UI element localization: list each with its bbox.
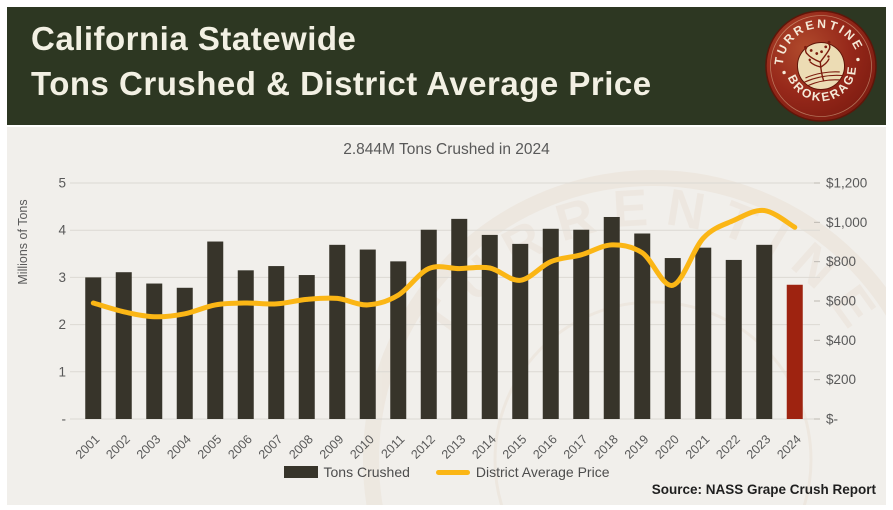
x-axis-label-2024: 2024	[774, 432, 804, 462]
right-axis-tick-label: $200	[826, 372, 856, 387]
x-axis-label-2021: 2021	[683, 432, 713, 462]
right-axis-tick-label: $600	[826, 294, 856, 309]
bar-2010	[359, 249, 376, 419]
bar-2005	[207, 241, 224, 419]
combo-chart: TURRENTINE54321-$1,200$1,000$800$600$400…	[58, 170, 886, 505]
x-axis-label-2008: 2008	[286, 432, 316, 462]
x-axis-label-2016: 2016	[530, 432, 560, 462]
legend-swatch-line	[435, 469, 470, 475]
bar-2006	[237, 270, 254, 419]
legend-label-tons-crushed: Tons Crushed	[323, 464, 410, 480]
bar-2023	[756, 244, 773, 419]
right-axis-tick-label: $400	[826, 333, 856, 348]
left-axis-tick-label: 1	[58, 364, 66, 379]
legend-swatch-bar	[283, 466, 318, 478]
left-axis-tick-label: 2	[58, 317, 66, 332]
logo-right-dot	[856, 57, 860, 62]
grapevine-tree-icon	[803, 40, 843, 87]
bar-2020	[664, 258, 681, 419]
page-title: California Statewide Tons Crushed & Dist…	[31, 17, 652, 107]
header-banner: California Statewide Tons Crushed & Dist…	[7, 7, 886, 125]
bar-2016	[542, 228, 559, 419]
bar-2007	[268, 266, 285, 419]
source-note: Source: NASS Grape Crush Report	[651, 482, 876, 497]
left-axis-tick-label: 5	[58, 176, 66, 191]
bar-2021	[695, 247, 712, 419]
legend-label-district-average-price: District Average Price	[475, 464, 610, 480]
bar-2002	[115, 272, 132, 419]
x-axis-label-2005: 2005	[195, 432, 225, 462]
bar-2014	[481, 234, 498, 419]
x-axis-label-2004: 2004	[164, 432, 194, 462]
x-axis-label-2022: 2022	[713, 432, 743, 462]
right-axis-tick-label: $1,200	[826, 176, 867, 191]
right-axis-tick-label: $-	[826, 412, 838, 427]
logo-left-dot	[782, 70, 786, 75]
x-axis-label-2011: 2011	[378, 432, 407, 461]
bar-2024	[786, 284, 803, 419]
x-axis-label-2001: 2001	[73, 432, 103, 462]
bar-2017	[573, 229, 590, 419]
bar-2008	[298, 275, 315, 419]
page-title-line1: California Statewide	[31, 20, 357, 57]
x-axis-label-2013: 2013	[439, 432, 469, 462]
bar-2015	[512, 243, 529, 419]
bar-2019	[634, 233, 651, 419]
legend-item-tons-crushed: Tons Crushed	[283, 464, 410, 480]
x-axis-label-2019: 2019	[622, 432, 652, 462]
chart-legend: Tons Crushed District Average Price	[7, 464, 886, 480]
bar-2018	[603, 216, 620, 419]
bar-2011	[390, 261, 407, 419]
x-axis-label-2002: 2002	[103, 432, 133, 462]
bar-2004	[176, 287, 193, 419]
bar-2003	[146, 283, 163, 419]
left-axis-tick-label: 3	[58, 270, 66, 285]
legend-item-district-average-price: District Average Price	[435, 464, 610, 480]
left-axis-tick-label: -	[62, 412, 67, 427]
x-axis-label-2020: 2020	[652, 432, 682, 462]
x-axis-label-2015: 2015	[500, 432, 530, 462]
x-axis-label-2018: 2018	[591, 432, 621, 462]
bar-2009	[329, 244, 346, 419]
x-axis-label-2007: 2007	[256, 432, 286, 462]
chart-panel: 2.844M Tons Crushed in 2024 Millions of …	[7, 127, 886, 505]
chart-title: 2.844M Tons Crushed in 2024	[343, 141, 550, 158]
x-axis-label-2003: 2003	[134, 432, 164, 462]
page-title-line2: Tons Crushed & District Average Price	[31, 64, 652, 102]
bar-2001	[85, 277, 102, 419]
x-axis-label-2023: 2023	[744, 432, 774, 462]
bar-2012	[420, 229, 437, 419]
left-axis-tick-label: 4	[58, 223, 66, 238]
turrentine-brokerage-logo: TURRENTINE BROKERAGE	[765, 9, 877, 122]
district-average-price-line	[90, 207, 798, 320]
right-axis-tick-label: $1,000	[826, 215, 867, 230]
x-axis-label-2009: 2009	[317, 432, 347, 462]
right-axis-tick-label: $800	[826, 254, 856, 269]
x-axis-label-2006: 2006	[225, 432, 255, 462]
x-axis-label-2012: 2012	[408, 432, 438, 462]
bar-2013	[451, 218, 468, 419]
bar-2022	[725, 259, 742, 419]
x-axis-label-2017: 2017	[561, 432, 591, 462]
